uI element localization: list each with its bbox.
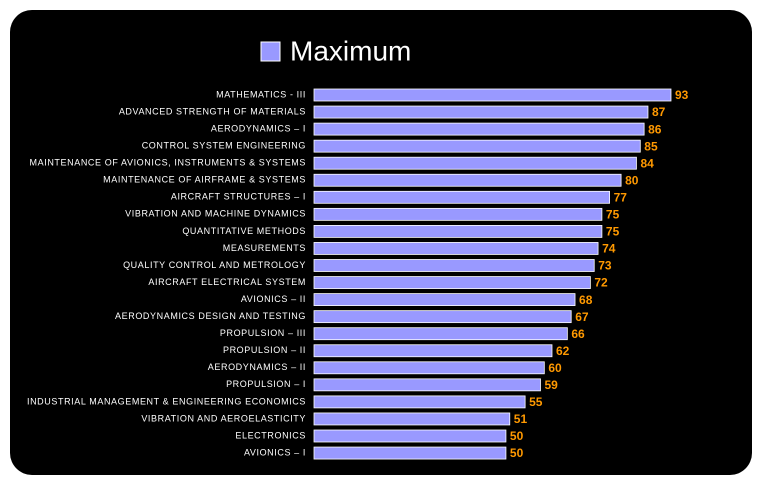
y-tick-label: AERODYNAMICS – I <box>211 123 306 133</box>
y-tick-label: QUALITY CONTROL AND METROLOGY <box>123 260 306 270</box>
bar <box>313 207 603 221</box>
y-tick-label: PROPULSION – II <box>223 345 306 355</box>
data-label: 72 <box>594 276 608 290</box>
data-label: 77 <box>614 190 628 204</box>
y-tick-label: MEASUREMENTS <box>223 243 306 253</box>
y-tick-label: MAINTENANCE OF AIRFRAME & SYSTEMS <box>103 175 306 185</box>
y-tick-label: ADVANCED STRENGTH OF MATERIALS <box>119 106 306 116</box>
y-tick-label: VIBRATION AND AEROELASTICITY <box>141 413 306 423</box>
y-tick-label: AVIONICS – II <box>241 294 306 304</box>
bar <box>313 412 511 426</box>
bar <box>313 242 599 255</box>
data-label: 62 <box>556 344 570 358</box>
legend-swatch <box>260 41 281 62</box>
data-label: 55 <box>529 395 543 409</box>
bar <box>313 276 591 289</box>
data-label: 67 <box>575 310 589 324</box>
bar <box>313 310 572 324</box>
y-tick-label: AIRCRAFT ELECTRICAL SYSTEM <box>148 277 306 287</box>
bar <box>313 429 507 443</box>
bar <box>313 378 541 392</box>
y-tick-label: PROPULSION – I <box>226 379 306 389</box>
data-label: 66 <box>571 327 585 341</box>
bar <box>313 293 576 307</box>
y-tick-label: AIRCRAFT STRUCTURES – I <box>171 192 306 202</box>
data-label: 73 <box>598 259 612 273</box>
y-tick-label: QUANTITATIVE METHODS <box>182 226 306 236</box>
data-label: 84 <box>640 156 654 170</box>
y-tick-label: VIBRATION AND MACHINE DYNAMICS <box>125 209 306 219</box>
data-label: 87 <box>652 105 666 119</box>
bar <box>313 344 553 358</box>
bar <box>313 122 645 136</box>
data-label: 93 <box>675 88 689 102</box>
bar <box>313 224 603 238</box>
data-label: 60 <box>548 361 562 375</box>
data-label: 75 <box>606 208 620 222</box>
data-label: 51 <box>514 412 528 426</box>
bar <box>313 173 622 187</box>
data-label: 85 <box>644 139 658 153</box>
y-tick-label: ELECTRONICS <box>235 430 306 440</box>
bar <box>313 327 568 341</box>
bar <box>313 446 507 460</box>
data-label: 50 <box>510 446 524 460</box>
data-label: 50 <box>510 429 524 443</box>
bar <box>313 190 610 204</box>
bar <box>313 395 526 409</box>
data-label: 74 <box>602 242 616 256</box>
y-tick-label: AVIONICS – I <box>244 447 306 457</box>
data-label: 59 <box>544 378 558 392</box>
data-label: 80 <box>625 173 639 187</box>
data-label: 75 <box>606 225 620 239</box>
data-label: 86 <box>648 122 662 136</box>
y-tick-label: MAINTENANCE OF AVIONICS, INSTRUMENTS & S… <box>30 158 306 168</box>
legend-label: Maximum <box>290 35 411 66</box>
y-tick-label: MATHEMATICS - III <box>216 89 306 99</box>
data-label: 68 <box>579 293 593 307</box>
y-tick-label: CONTROL SYSTEM ENGINEERING <box>142 141 306 151</box>
y-tick-label: INDUSTRIAL MANAGEMENT & ENGINEERING ECON… <box>27 396 306 406</box>
bar <box>313 139 641 153</box>
bar <box>313 88 672 102</box>
bar <box>313 259 595 272</box>
bar <box>313 105 649 119</box>
bar <box>313 156 637 170</box>
y-tick-label: AERODYNAMICS DESIGN AND TESTING <box>115 311 306 321</box>
y-tick-label: AERODYNAMICS – II <box>208 362 306 372</box>
y-tick-label: PROPULSION – III <box>220 328 306 338</box>
bar <box>313 361 545 375</box>
